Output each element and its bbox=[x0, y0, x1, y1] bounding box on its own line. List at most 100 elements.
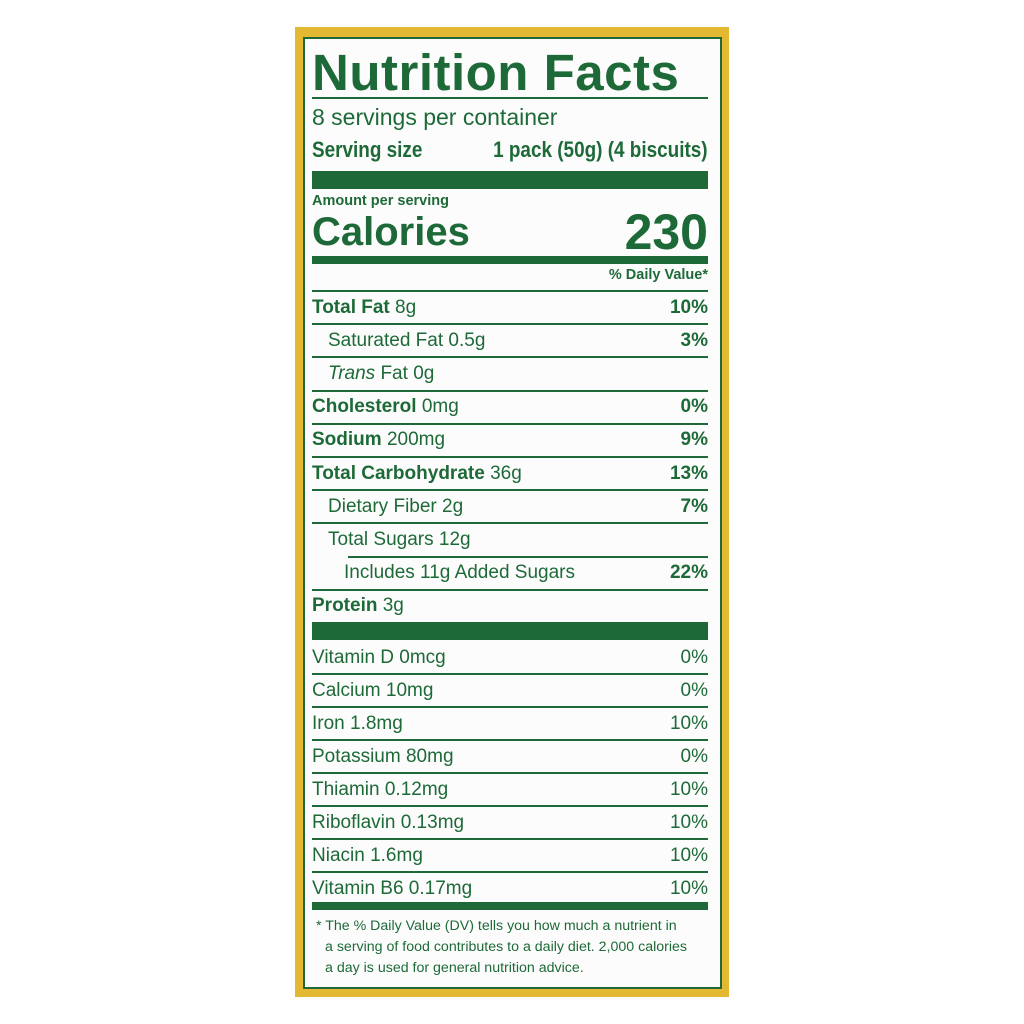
nutrient-name: Sodium bbox=[312, 429, 382, 451]
vitamin-label: Vitamin B6 0.17mg bbox=[312, 877, 473, 899]
divider bbox=[312, 805, 708, 807]
nutrient-amount: 8g bbox=[395, 296, 417, 318]
nutrient-row: Saturated Fat 0.5g 3% bbox=[312, 324, 708, 357]
nutrient-name: Protein bbox=[312, 595, 378, 617]
nutrition-panel bbox=[303, 37, 722, 989]
vitamin-daily-value: 10% bbox=[669, 877, 708, 899]
serving-size-value: 1 pack (50g) (4 biscuits) bbox=[493, 137, 708, 162]
nutrient-label: Dietary Fiber 2g bbox=[312, 496, 463, 518]
nutrient-name-suffix: Fat bbox=[380, 362, 408, 384]
divider bbox=[312, 739, 708, 741]
divider bbox=[312, 290, 708, 292]
serving-size: Serving size 1 pack (50g) (4 biscuits) bbox=[312, 136, 708, 164]
vitamin-daily-value: 0% bbox=[680, 679, 708, 701]
nutrient-amount: 0mg bbox=[421, 396, 459, 418]
nutrient-row: Total Carbohydrate 36g 13% bbox=[312, 457, 708, 490]
divider bbox=[312, 522, 708, 525]
nutrient-row: Trans Fat 0g bbox=[312, 357, 708, 390]
footnote-line: a day is used for general nutrition advi… bbox=[325, 960, 584, 976]
nutrient-label: Cholesterol 0mg bbox=[312, 396, 459, 418]
nutrient-row: Cholesterol 0mg 0% bbox=[312, 391, 708, 424]
divider bbox=[312, 422, 708, 425]
daily-value-header: % Daily Value* bbox=[608, 267, 708, 283]
nutrient-row: Protein 3g bbox=[312, 590, 708, 623]
footnote-line: a serving of food contributes to a daily… bbox=[325, 939, 687, 955]
nutrient-label: Includes 11g Added Sugars bbox=[312, 562, 575, 584]
vitamin-row: Vitamin B6 0.17mg 10% bbox=[312, 872, 708, 905]
nutrient-name: Saturated Fat bbox=[328, 329, 444, 351]
vitamin-daily-value: 10% bbox=[669, 811, 708, 833]
nutrient-daily-value: 22% bbox=[669, 562, 708, 584]
divider bbox=[348, 555, 708, 558]
footnote-line: * The % Daily Value (DV) tells you how m… bbox=[316, 918, 677, 934]
divider bbox=[312, 97, 708, 99]
vitamin-row: Vitamin D 0mcg 0% bbox=[312, 641, 708, 674]
nutrient-name: Cholesterol bbox=[312, 396, 417, 418]
nutrient-daily-value: 3% bbox=[680, 329, 708, 351]
nutrient-row: Dietary Fiber 2g 7% bbox=[312, 490, 708, 523]
vitamin-label: Riboflavin 0.13mg bbox=[312, 811, 465, 833]
medium-divider bbox=[312, 256, 708, 264]
divider bbox=[312, 389, 708, 392]
vitamin-daily-value: 10% bbox=[669, 778, 708, 800]
nutrient-amount: 0g bbox=[413, 362, 435, 384]
nutrient-label: Sodium 200mg bbox=[312, 429, 445, 451]
nutrient-daily-value: 9% bbox=[680, 429, 708, 451]
nutrient-amount: 200mg bbox=[386, 429, 446, 451]
nutrient-daily-value: 10% bbox=[669, 296, 708, 318]
divider bbox=[312, 588, 708, 591]
calories-label: Calories bbox=[312, 210, 470, 254]
vitamin-label: Potassium 80mg bbox=[312, 745, 454, 767]
nutrient-name: Total Carbohydrate bbox=[312, 462, 485, 484]
footnote: * The % Daily Value (DV) tells you how m… bbox=[316, 916, 711, 979]
nutrient-name: Trans bbox=[328, 362, 376, 384]
vitamin-daily-value: 10% bbox=[669, 712, 708, 734]
nutrient-name: Includes 11g Added Sugars bbox=[344, 562, 575, 584]
nutrient-amount: 3g bbox=[382, 595, 404, 617]
nutrient-name: Total Fat bbox=[312, 296, 390, 318]
vitamin-daily-value: 10% bbox=[669, 844, 708, 866]
nutrient-name: Dietary Fiber bbox=[328, 495, 437, 517]
medium-divider bbox=[312, 902, 708, 910]
vitamin-daily-value: 0% bbox=[680, 745, 708, 767]
nutrient-row: Total Fat 8g 10% bbox=[312, 291, 708, 324]
nutrient-label: Saturated Fat 0.5g bbox=[312, 330, 485, 352]
amount-per-serving: Amount per serving bbox=[312, 193, 449, 209]
nutrient-name: Total Sugars bbox=[328, 528, 434, 550]
thick-divider bbox=[312, 171, 708, 189]
vitamin-label: Iron 1.8mg bbox=[312, 712, 403, 734]
nutrient-daily-value: 7% bbox=[680, 495, 708, 517]
divider bbox=[312, 356, 708, 359]
nutrient-daily-value: 0% bbox=[680, 396, 708, 418]
nutrient-daily-value: 13% bbox=[669, 462, 708, 484]
vitamin-row: Iron 1.8mg 10% bbox=[312, 707, 708, 740]
nutrient-amount: 12g bbox=[438, 528, 471, 550]
vitamin-label: Vitamin D 0mcg bbox=[312, 646, 446, 668]
nutrient-amount: 0.5g bbox=[448, 329, 486, 351]
thick-divider bbox=[312, 622, 708, 640]
nutrient-row: Total Sugars 12g bbox=[312, 523, 708, 556]
servings-per-container: 8 servings per container bbox=[312, 104, 558, 130]
vitamin-row: Calcium 10mg 0% bbox=[312, 674, 708, 707]
label-title: Nutrition Facts bbox=[312, 44, 680, 101]
vitamin-daily-value: 0% bbox=[680, 646, 708, 668]
vitamin-label: Calcium 10mg bbox=[312, 679, 434, 701]
nutrient-label: Trans Fat 0g bbox=[312, 363, 434, 385]
serving-size-label: Serving size bbox=[312, 137, 423, 162]
nutrient-label: Total Sugars 12g bbox=[312, 529, 471, 551]
divider bbox=[312, 323, 708, 326]
nutrient-row: Includes 11g Added Sugars 22% bbox=[312, 557, 708, 590]
calories-value: 230 bbox=[624, 204, 708, 260]
divider bbox=[312, 772, 708, 774]
divider bbox=[312, 838, 708, 840]
nutrient-amount: 2g bbox=[442, 495, 464, 517]
vitamin-row: Riboflavin 0.13mg 10% bbox=[312, 806, 708, 839]
vitamin-row: Thiamin 0.12mg 10% bbox=[312, 773, 708, 806]
vitamin-row: Potassium 80mg 0% bbox=[312, 740, 708, 773]
calories-row: Calories 230 bbox=[312, 207, 708, 257]
nutrient-label: Protein 3g bbox=[312, 595, 404, 617]
nutrient-label: Total Fat 8g bbox=[312, 297, 416, 319]
divider bbox=[312, 673, 708, 675]
divider bbox=[312, 489, 708, 492]
divider bbox=[312, 456, 708, 458]
